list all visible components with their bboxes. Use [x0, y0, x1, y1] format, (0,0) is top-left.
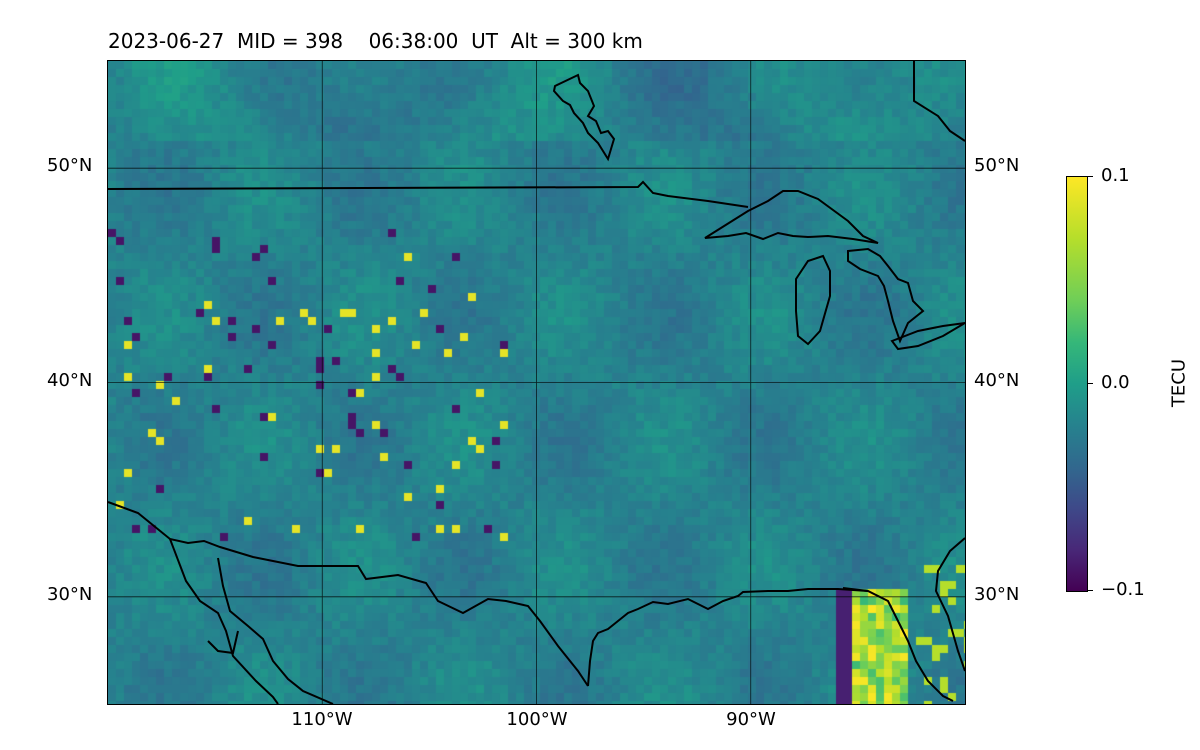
tec-map — [108, 61, 965, 704]
gulf-coast — [587, 588, 869, 687]
map-title: 2023-06-27 MID = 398 06:38:00 UT Alt = 3… — [108, 29, 643, 53]
coastlines-borders — [108, 61, 965, 704]
lat-tick-right: 30°N — [974, 584, 1020, 605]
lake-superior — [704, 190, 879, 244]
james-bay-coast — [552, 73, 616, 162]
colorbar-tick — [1087, 176, 1093, 177]
lon-tick: 90°W — [726, 709, 776, 730]
florida-coast — [842, 587, 954, 702]
lake-huron — [847, 247, 925, 344]
lat-tick-left: 30°N — [47, 584, 93, 605]
us-canada-border — [108, 180, 749, 208]
colorbar-max-label: 0.1 — [1101, 165, 1130, 186]
atlantic-coast — [934, 537, 965, 672]
lat-tick-right: 50°N — [974, 155, 1020, 176]
us-mexico-border — [108, 501, 589, 687]
colorbar-tick — [1087, 383, 1093, 384]
lon-tick: 100°W — [506, 709, 568, 730]
lake-erie — [890, 322, 965, 351]
colorbar-tick — [1087, 590, 1093, 591]
lat-tick-left: 50°N — [47, 155, 93, 176]
gridlines — [108, 61, 965, 704]
map-overlay — [108, 61, 965, 704]
lat-tick-right: 40°N — [974, 370, 1020, 391]
baja-coast — [169, 538, 279, 704]
baja-east-coast — [217, 557, 334, 704]
lake-michigan — [795, 254, 831, 346]
gulf-california-coast — [207, 630, 239, 655]
colorbar — [1066, 176, 1088, 592]
lat-tick-left: 40°N — [47, 370, 93, 391]
colorbar-min-label: −0.1 — [1101, 579, 1145, 600]
colorbar-title: TECU — [1168, 358, 1190, 408]
hudson-bay-coast — [913, 61, 965, 142]
colorbar-mid-label: 0.0 — [1101, 372, 1130, 393]
lon-tick: 110°W — [291, 709, 353, 730]
